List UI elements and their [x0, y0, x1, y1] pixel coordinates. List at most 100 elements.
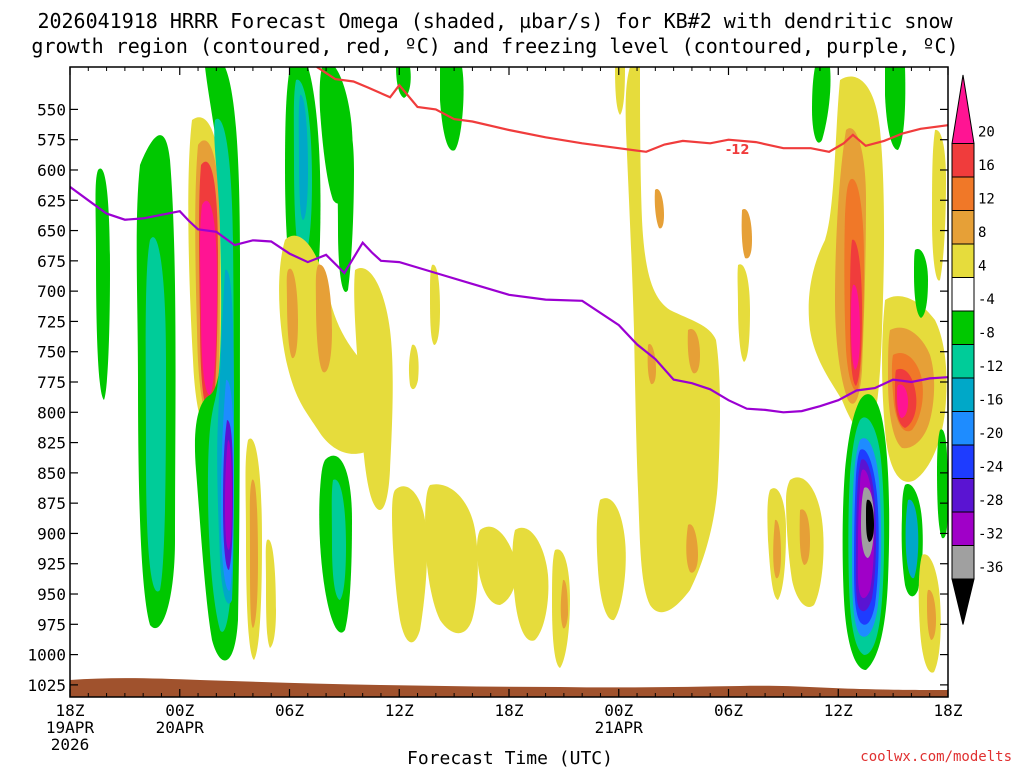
x-tick-label: 12Z	[385, 701, 414, 720]
omega-shading	[95, 67, 948, 673]
omega-region	[937, 429, 948, 539]
colorbar-label: 4	[978, 259, 986, 275]
colorbar-label: 20	[978, 125, 995, 141]
colorbar-bottom-arrow	[951, 578, 975, 625]
y-tick-label: 1000	[27, 646, 66, 665]
y-tick-label: 725	[37, 312, 66, 331]
omega-region	[315, 264, 332, 373]
y-tick-label: 625	[37, 191, 66, 210]
omega-region	[914, 249, 928, 318]
x-axis-label: Forecast Time (UTC)	[407, 748, 613, 768]
y-tick-label: 825	[37, 434, 66, 453]
colorbar-swatch	[951, 277, 975, 312]
colorbar-top-arrow	[951, 74, 975, 144]
chart-title-line-2: growth region (contoured, red, ºC) and f…	[31, 34, 958, 58]
colorbar-swatch	[951, 143, 975, 178]
dgz-contour-label: -12	[726, 143, 750, 158]
omega-region	[885, 67, 906, 150]
x-tick-label: 00Z	[604, 701, 633, 720]
colorbar-swatch	[951, 545, 975, 580]
colorbar-label: -36	[978, 560, 1003, 576]
colorbar-label: -4	[978, 292, 995, 308]
colorbar-label: 16	[978, 158, 995, 174]
omega-region	[866, 499, 874, 542]
y-tick-label: 1025	[27, 676, 66, 695]
colorbar-label: -12	[978, 359, 1003, 375]
chart-title-line-1: 2026041918 HRRR Forecast Omega (shaded, …	[37, 9, 953, 33]
y-tick-label: 600	[37, 161, 66, 180]
omega-region	[897, 384, 908, 418]
omega-region	[741, 209, 752, 259]
x-tick-label: 06Z	[275, 701, 304, 720]
colorbar-label: -28	[978, 493, 1003, 509]
omega-region	[927, 589, 936, 640]
omega-region	[286, 268, 298, 359]
y-tick-label: 575	[37, 131, 66, 150]
y-tick-label: 925	[37, 555, 66, 574]
x-tick-label: 06Z	[714, 701, 743, 720]
omega-region	[799, 509, 810, 565]
omega-region	[686, 524, 698, 573]
omega-region	[596, 498, 626, 621]
omega-region	[737, 264, 750, 362]
y-tick-label: 900	[37, 524, 66, 543]
omega-region	[560, 579, 568, 629]
omega-region	[812, 67, 831, 143]
colorbar-swatch	[951, 210, 975, 245]
omega-region	[773, 519, 781, 579]
omega-region	[905, 499, 919, 579]
omega-region	[851, 284, 860, 370]
omega-region	[95, 168, 110, 400]
omega-region	[331, 479, 346, 600]
y-tick-label: 850	[37, 464, 66, 483]
y-axis: 550 575 600 625 650 675 700 725 750 775 800 825 850 8…	[27, 100, 948, 695]
x-tick-label: 21APR	[595, 718, 644, 737]
dgz-contour-line	[316, 67, 948, 153]
y-tick-label: 650	[37, 222, 66, 241]
credit-text: coolwx.com/modelts	[860, 749, 1012, 765]
omega-region	[687, 329, 700, 374]
x-tick-label: 20APR	[156, 718, 205, 737]
x-tick-label: 00Z	[165, 701, 194, 720]
colorbar-label: -32	[978, 527, 1003, 543]
colorbar-label: -16	[978, 393, 1003, 409]
omega-region	[512, 527, 549, 641]
omega-region	[654, 189, 664, 229]
y-tick-label: 800	[37, 403, 66, 422]
omega-region	[225, 440, 232, 550]
omega-region	[145, 237, 166, 592]
omega-region	[625, 67, 720, 613]
colorbar-swatch	[951, 310, 975, 345]
y-tick-label: 550	[37, 100, 66, 119]
y-tick-label: 950	[37, 585, 66, 604]
colorbar-label: 8	[978, 225, 986, 241]
colorbar-label: 12	[978, 192, 995, 208]
omega-region	[932, 129, 946, 281]
colorbar-swatch	[951, 511, 975, 546]
colorbar-label: -8	[978, 326, 995, 342]
colorbar: 20 16 12 8 4 -4 -8 -12 -16 -20 -24 -28 -32 -36	[951, 74, 1003, 625]
omega-region	[337, 117, 354, 292]
omega-region	[430, 264, 440, 345]
omega-region	[615, 67, 625, 115]
x-tick-label: 18Z	[495, 701, 524, 720]
y-tick-label: 875	[37, 494, 66, 513]
omega-region	[392, 486, 428, 643]
y-tick-label: 700	[37, 282, 66, 301]
x-tick-label: 18Z	[56, 701, 85, 720]
colorbar-label: -20	[978, 426, 1003, 442]
y-tick-label: 750	[37, 343, 66, 362]
colorbar-swatch	[951, 411, 975, 446]
omega-region	[354, 268, 393, 510]
omega-region	[265, 539, 276, 648]
omega-region	[408, 344, 419, 390]
y-tick-label: 775	[37, 373, 66, 392]
colorbar-swatch	[951, 377, 975, 412]
y-tick-label: 975	[37, 615, 66, 634]
omega-region	[440, 67, 464, 151]
colorbar-swatch	[951, 344, 975, 379]
omega-region	[298, 94, 308, 220]
freezing-level-line	[70, 186, 948, 414]
